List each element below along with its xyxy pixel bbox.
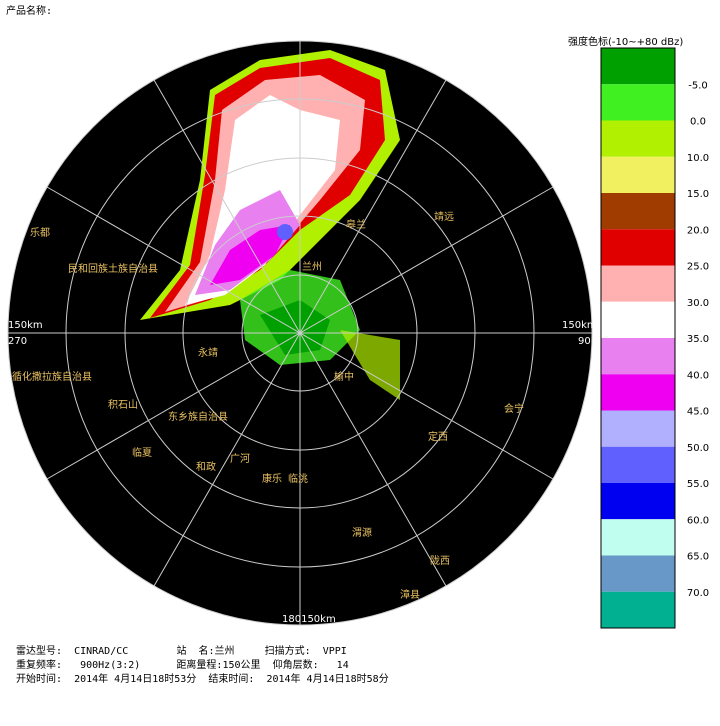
place: 漳县 [400,588,420,601]
legend-label: 50.0 [687,443,709,454]
place: 民和回族土族自治县 [68,262,158,275]
info-text: 重复频率: [16,660,63,671]
info-text: 2014年 4月14日18时53分 [74,674,197,685]
color-band [601,483,675,520]
color-band [601,301,675,338]
info-row: 重复频率: 900Hz(3:2) 距离量程:150公里 仰角层数: 14 [16,656,349,671]
axis-label: 180150km [282,614,336,625]
legend-label: 25.0 [687,262,709,273]
info-text: CINRAD/CC [74,646,129,657]
color-band [601,229,675,266]
color-band [601,410,675,447]
color-band [601,193,675,230]
color-band [601,120,675,157]
axis-label: 150km [8,320,43,331]
axis-label: 90 [578,336,591,347]
info-text: 站 名: [176,646,215,657]
color-band [601,519,675,556]
info-text: 150公里 [222,660,261,671]
place: 临夏 [132,446,152,459]
color-band [601,374,675,411]
legend-label: 70.0 [687,588,709,599]
info-text: 2014年 4月14日18时58分 [266,674,389,685]
legend-title: 强度色标(-10~+80 dBz) [568,35,683,48]
color-band [601,265,675,302]
place: 临洮 [288,472,308,485]
place: 循化撒拉族自治县 [12,370,92,383]
color-band [601,591,675,628]
place: 定西 [428,430,448,443]
info-text: 开始时间: [16,674,63,685]
place: 靖远 [434,210,454,223]
places: 乐都 民和回族土族自治县 循化撒拉族自治县 积石山 临夏 和政 广河 康乐 临洮… [12,210,524,601]
info-text: 900Hz(3:2) [80,660,141,671]
place: 乐都 [30,227,50,239]
place: 康乐 [262,472,282,485]
info-text: VPPI [322,646,347,657]
legend-label: 40.0 [687,370,709,381]
axis-label: 150km [562,320,597,331]
info-text: 14 [336,660,349,671]
place: 积石山 [108,399,138,411]
place: 东乡族自治县 [168,410,228,423]
info-text: 仰角层数: [272,660,319,671]
range-rings [7,40,593,626]
place: 皋兰 [346,218,366,231]
color-band [601,555,675,592]
color-band [601,84,675,121]
info-text: 雷达型号: [16,646,63,657]
legend-label: 60.0 [687,515,709,526]
radar-display: 150km 270 150km 90 180150km 乐都 民和回族土族自治县… [7,35,709,629]
legend-label: 55.0 [687,479,709,490]
product-title: 产品名称: [6,6,53,17]
info-text: 距离量程: [176,660,223,671]
place: 和政 [196,460,216,473]
legend-label: 20.0 [687,225,709,236]
place: 会宁 [504,402,524,415]
place: 陇西 [430,554,450,567]
color-band [601,48,675,85]
legend-label: 15.0 [687,189,709,200]
legend-label: 30.0 [687,298,709,309]
axis-label: 270 [8,336,27,347]
legend-label: -5.0 [688,80,708,91]
color-band [601,446,675,483]
info-row: 雷达型号: CINRAD/CC 站 名:兰州 扫描方式: VPPI [16,642,347,657]
color-band [601,338,675,375]
place: 广河 [230,453,250,465]
place: 永靖 [198,346,218,359]
color-band [601,156,675,193]
legend-label: 35.0 [687,334,709,345]
legend-label: 0.0 [690,117,706,128]
legend-label: 65.0 [687,552,709,563]
place: 渭源 [352,526,372,539]
info-row: 开始时间: 2014年 4月14日18时53分 结束时间: 2014年 4月14… [16,670,389,685]
echoes [140,50,400,400]
place: 榆中 [334,370,354,383]
place: 兰州 [302,260,322,273]
legend-label: 10.0 [687,153,709,164]
info-text: 兰州 [214,646,235,657]
color-bar: -5.0 0.0 10.0 15.0 20.0 25.0 30.0 35.0 40.0 45.0 5… [600,47,709,629]
color-bar-frame [600,47,676,629]
legend-label: 45.0 [687,407,709,418]
info-text: 扫描方式: [264,646,311,657]
info-text: 结束时间: [208,674,255,685]
